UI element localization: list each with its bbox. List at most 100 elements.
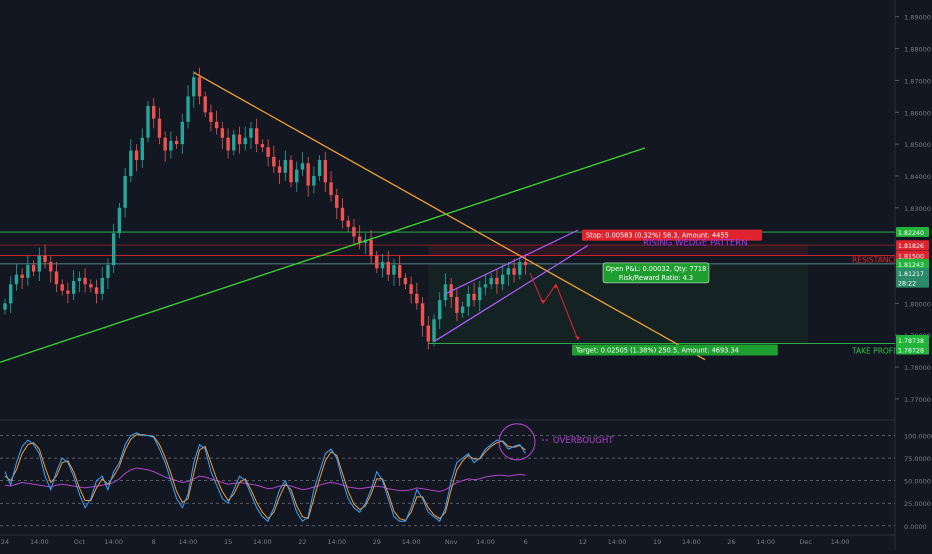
candle[interactable]: [243, 137, 247, 145]
candle[interactable]: [14, 274, 19, 285]
candle[interactable]: [346, 220, 350, 227]
candle[interactable]: [129, 150, 133, 176]
candle[interactable]: [300, 163, 305, 170]
candle[interactable]: [495, 277, 499, 285]
candle[interactable]: [506, 268, 511, 275]
candle[interactable]: [523, 261, 528, 266]
candle[interactable]: [117, 207, 122, 234]
candle[interactable]: [443, 284, 448, 301]
candle[interactable]: [209, 112, 213, 122]
candle[interactable]: [415, 293, 419, 304]
stop-label-box: [582, 229, 762, 241]
candle[interactable]: [237, 134, 242, 145]
candle[interactable]: [272, 156, 276, 167]
candle[interactable]: [100, 277, 104, 294]
candle[interactable]: [123, 175, 127, 208]
candle[interactable]: [397, 265, 402, 278]
candle[interactable]: [197, 77, 202, 97]
candle[interactable]: [518, 261, 522, 275]
candle[interactable]: [49, 261, 53, 272]
candle[interactable]: [329, 182, 333, 196]
candle[interactable]: [392, 265, 396, 275]
candle[interactable]: [460, 306, 465, 313]
candle[interactable]: [340, 207, 345, 221]
oscillator-tick-label: 100.0000: [904, 433, 932, 441]
candle[interactable]: [512, 268, 516, 275]
candle[interactable]: [54, 271, 59, 285]
candle[interactable]: [409, 284, 413, 294]
candle[interactable]: [31, 265, 36, 272]
candle[interactable]: [163, 137, 167, 151]
candle[interactable]: [77, 277, 82, 282]
candle[interactable]: [20, 274, 24, 278]
candle[interactable]: [60, 284, 64, 291]
candle[interactable]: [455, 296, 459, 313]
candle[interactable]: [426, 325, 430, 342]
candle[interactable]: [317, 160, 322, 176]
candle[interactable]: [283, 160, 287, 173]
candle[interactable]: [169, 140, 173, 151]
oscillator-pane[interactable]: OVERBOUGHT: [0, 423, 895, 527]
candle[interactable]: [66, 290, 70, 294]
candle[interactable]: [472, 293, 476, 301]
candle[interactable]: [192, 77, 196, 97]
candle[interactable]: [43, 255, 47, 262]
candle[interactable]: [9, 284, 13, 304]
candle[interactable]: [37, 255, 42, 272]
candle[interactable]: [386, 261, 390, 275]
candle[interactable]: [478, 287, 482, 301]
candle[interactable]: [420, 303, 425, 326]
candle[interactable]: [289, 160, 293, 183]
candle[interactable]: [323, 160, 328, 183]
candle[interactable]: [380, 261, 385, 269]
candle[interactable]: [3, 303, 7, 310]
candle[interactable]: [26, 265, 30, 278]
candle[interactable]: [295, 169, 299, 183]
candle[interactable]: [140, 137, 144, 161]
time-tick-label: 8: [152, 538, 156, 546]
candle[interactable]: [483, 284, 488, 288]
price-badge: [896, 277, 929, 288]
candle[interactable]: [106, 265, 110, 278]
candle[interactable]: [489, 277, 493, 285]
candle[interactable]: [500, 274, 505, 285]
candle[interactable]: [89, 284, 93, 288]
candle[interactable]: [335, 195, 339, 208]
candle[interactable]: [369, 239, 373, 256]
candle[interactable]: [254, 128, 259, 145]
candle[interactable]: [375, 255, 379, 269]
candle[interactable]: [438, 300, 442, 320]
candle[interactable]: [226, 137, 230, 151]
candle[interactable]: [357, 236, 362, 243]
candle[interactable]: [174, 140, 179, 145]
candle[interactable]: [94, 287, 99, 294]
candle[interactable]: [214, 121, 219, 129]
candle[interactable]: [83, 277, 87, 285]
candle[interactable]: [203, 96, 207, 113]
candle[interactable]: [260, 144, 265, 148]
candle[interactable]: [277, 166, 282, 173]
candle[interactable]: [220, 128, 225, 138]
candle[interactable]: [71, 281, 76, 294]
candle[interactable]: [432, 319, 436, 342]
candle[interactable]: [466, 293, 471, 307]
candle[interactable]: [186, 96, 190, 122]
oscillator-tick-label: 0.0000: [904, 523, 927, 531]
candle[interactable]: [232, 134, 236, 151]
candle[interactable]: [146, 105, 150, 138]
candle[interactable]: [111, 233, 116, 266]
candle[interactable]: [352, 226, 356, 237]
candle[interactable]: [152, 105, 156, 119]
candle[interactable]: [134, 150, 139, 161]
candle[interactable]: [180, 121, 185, 145]
candle[interactable]: [306, 163, 310, 186]
candle[interactable]: [266, 147, 270, 157]
candle[interactable]: [157, 118, 162, 138]
candle[interactable]: [249, 128, 253, 138]
price-pane[interactable]: Stop: 0.00583 (0.32%) 58.3, Amount: 4455…: [0, 67, 900, 363]
candle[interactable]: [403, 277, 408, 285]
candle[interactable]: [312, 175, 316, 186]
time-tick-label: 14:00: [831, 538, 850, 546]
